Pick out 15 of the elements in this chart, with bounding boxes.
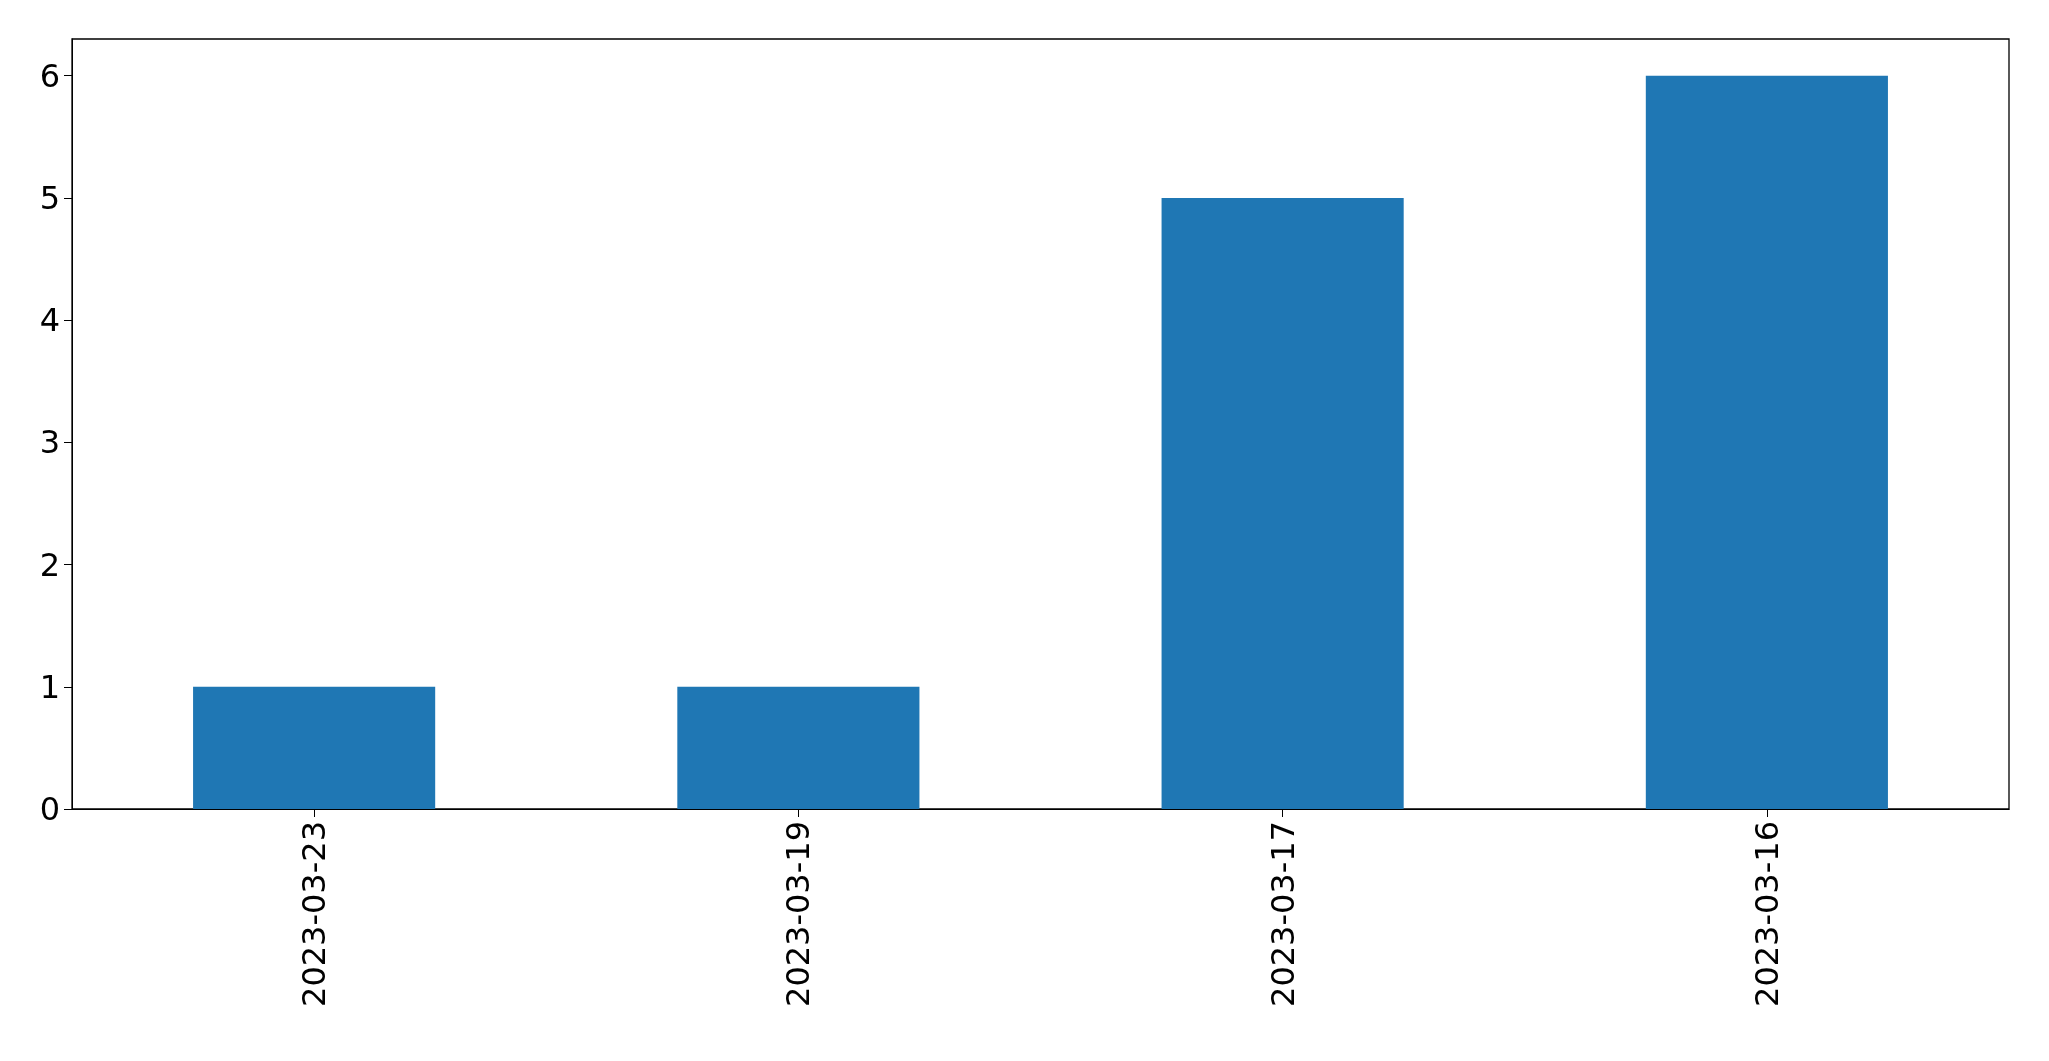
x-tick-label: 2023-03-23: [295, 821, 334, 1007]
y-tick-label: 4: [39, 301, 60, 340]
bar: [1645, 75, 1888, 809]
y-tick-label: 0: [39, 790, 60, 828]
bar: [677, 686, 920, 809]
x-tick-label: 2023-03-16: [1747, 821, 1786, 1007]
y-tick-label: 2: [39, 545, 60, 584]
x-tick-label: 2023-03-17: [1263, 821, 1302, 1007]
bar: [1161, 197, 1404, 809]
y-tick-label: 5: [39, 178, 60, 217]
y-tick-label: 6: [39, 56, 60, 95]
y-tick-label: 1: [39, 667, 60, 706]
y-tick-label: 3: [39, 423, 60, 462]
bar: [193, 686, 436, 809]
x-tick-label: 2023-03-19: [779, 821, 818, 1007]
